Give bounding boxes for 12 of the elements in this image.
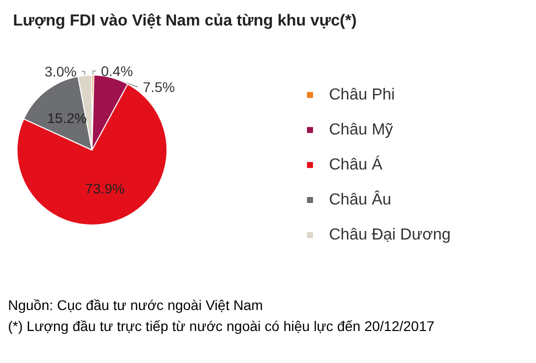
legend-label: Châu Á [329,156,383,174]
legend-label: Châu Phi [329,86,395,104]
text: (*) Lượng đầu tư trực tiếp từ nước ngoài có hiệu lực đến 20/12/2017 [8,318,435,334]
data-label: 3.0% [44,63,77,80]
chart-title: Lượng FDI vào Việt Nam của từng khu vực(*) [13,12,357,30]
legend-label: Châu Mỹ [329,122,394,138]
text: Nguồn: Cục đầu tư nước ngoài Việt Nam [8,297,263,313]
legend-label: Châu Đại Dương [329,226,451,244]
legend-label: Châu Âu [329,190,392,208]
data-label: 0.4% [100,63,133,80]
data-label: 73.9% [85,180,125,196]
data-label: 7.5% [142,79,175,96]
